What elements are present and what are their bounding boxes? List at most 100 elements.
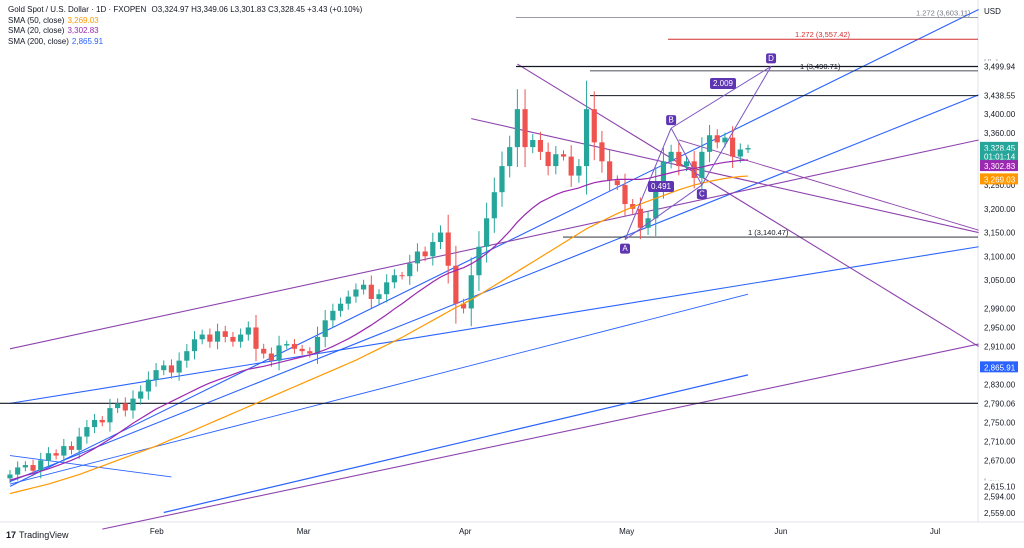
- pattern-point-d[interactable]: [766, 53, 777, 64]
- candle-body: [361, 284, 367, 290]
- pattern-point-label: B: [668, 116, 673, 125]
- candle-body: [607, 161, 613, 181]
- candle-body: [560, 154, 567, 157]
- chart-grid: [0, 0, 1024, 523]
- candle-body: [261, 348, 267, 354]
- tag-sma50: [980, 173, 1018, 185]
- candle-body: [676, 151, 682, 167]
- tag-current-price-text: 3,328.45: [984, 144, 1016, 153]
- price-tick-label: 2,830.00: [984, 380, 1016, 389]
- trendline: [9, 455, 172, 478]
- candle-body: [491, 192, 497, 219]
- candle-body: [153, 370, 159, 380]
- currency-label[interactable]: USD: [984, 7, 1001, 16]
- price-tick-label: 3,150.00: [984, 229, 1016, 238]
- ohlc-values: O3,324.97 H3,349.06 L3,301.83 C3,328.45 …: [151, 5, 363, 14]
- candle-body: [76, 436, 82, 450]
- symbol-title[interactable]: Gold Spot / U.S. Dollar · 1D · FXOPEN: [8, 5, 147, 14]
- time-tick-label: Feb: [150, 527, 164, 536]
- time-tick-label: May: [619, 527, 634, 536]
- candle-body: [468, 275, 474, 309]
- pattern-point-a[interactable]: [620, 243, 630, 254]
- candle-body: [222, 331, 228, 337]
- sma20-value: 3,302.83: [67, 26, 99, 35]
- legend-sma200[interactable]: SMA (200, close) 2,865.91: [8, 37, 362, 48]
- pattern-point-label: A: [622, 244, 628, 253]
- ratio-badge-upper[interactable]: [710, 78, 736, 89]
- candle-body: [322, 320, 328, 337]
- trendline: [9, 8, 979, 487]
- price-tick-label: 3,100.00: [984, 252, 1016, 261]
- candle-body: [15, 467, 21, 475]
- pattern-leg: [624, 184, 703, 241]
- candle-body: [637, 208, 643, 228]
- candle-body: [553, 154, 559, 167]
- price-tick-label: 3,200.00: [984, 205, 1016, 214]
- tradingview-logo[interactable]: 17 TradingView: [6, 530, 69, 540]
- candle-body: [345, 296, 351, 304]
- pattern-point-c[interactable]: [696, 189, 707, 200]
- candle-body: [668, 151, 674, 162]
- candle-body: [299, 348, 305, 352]
- candle-body: [30, 465, 36, 471]
- price-tick-label: 3,360.00: [984, 129, 1016, 138]
- candle-body: [399, 275, 405, 277]
- fib-label-top: 1.272 (3,603.11): [916, 9, 971, 18]
- sma50-line: [9, 175, 749, 495]
- candle-body: [61, 446, 67, 456]
- candle-body: [430, 242, 436, 257]
- trendline: [471, 118, 979, 234]
- ratio-badge-lower-text: 0.491: [651, 182, 672, 191]
- candle-body: [38, 460, 44, 471]
- candle-body: [145, 379, 151, 392]
- price-tags: High3,499.943,438.553,328.4501:01:143,30…: [980, 56, 1018, 492]
- candle-body: [191, 339, 198, 352]
- candle-body: [176, 360, 182, 373]
- candle-body: [591, 109, 597, 143]
- chart-legend: Gold Spot / U.S. Dollar · 1D · FXOPEN O3…: [8, 5, 362, 47]
- ratio-badge-lower[interactable]: [648, 181, 674, 192]
- price-tick-label: 3,050.00: [984, 276, 1016, 285]
- candle-body: [230, 336, 236, 342]
- candle-body: [714, 135, 720, 143]
- candle-body: [614, 180, 620, 186]
- tag-high-text: 3,499.94: [984, 62, 1016, 71]
- price-tick-label: 3,250.00: [984, 181, 1016, 190]
- price-tick-label: 2,910.00: [984, 342, 1016, 351]
- sma20-line: [9, 159, 749, 481]
- time-axis[interactable]: Feb Mar Apr May Jun Jul: [150, 527, 940, 536]
- candle-body: [168, 365, 175, 373]
- candle-body: [407, 263, 413, 277]
- candle-body: [499, 166, 505, 193]
- pattern-point-b[interactable]: [666, 115, 677, 126]
- candle-body: [45, 453, 52, 461]
- legend-sma20[interactable]: SMA (20, close) 3,302.83: [8, 26, 362, 37]
- tag-sma20: [980, 160, 1018, 172]
- price-tick-label: 2,750.00: [984, 418, 1016, 427]
- candle-body: [460, 303, 467, 309]
- pattern-point-label: C: [699, 190, 705, 199]
- legend-sma50[interactable]: SMA (50, close) 3,269.03: [8, 16, 362, 27]
- sma50-label: SMA (50, close): [8, 15, 65, 25]
- price-tick-label: 2,990.00: [984, 304, 1016, 313]
- candle-body: [99, 419, 105, 423]
- candle-body: [437, 232, 444, 243]
- ratio-badge-upper-text: 2.009: [713, 79, 734, 88]
- candle-body: [122, 403, 128, 411]
- tag-3438: [980, 89, 1018, 101]
- sma200-value: 2,865.91: [71, 36, 104, 46]
- sma200-line: [163, 374, 749, 514]
- pattern-leg: [701, 66, 772, 186]
- tag-sma50-text: 3,269.03: [984, 175, 1016, 184]
- tag-sma200: [980, 361, 1018, 373]
- candle-body: [691, 161, 697, 178]
- moving-averages: [9, 159, 749, 514]
- logo-mark: 17: [6, 530, 17, 540]
- candle-body: [337, 303, 344, 311]
- price-axis[interactable]: 2,559.002,594.002,630.002,670.002,710.00…: [984, 110, 1016, 518]
- candle-body: [660, 161, 667, 186]
- tag-sma20-text: 3,302.83: [984, 162, 1016, 171]
- logo-text: TradingView: [19, 530, 69, 540]
- price-tick-label: 2,594.00: [984, 492, 1016, 501]
